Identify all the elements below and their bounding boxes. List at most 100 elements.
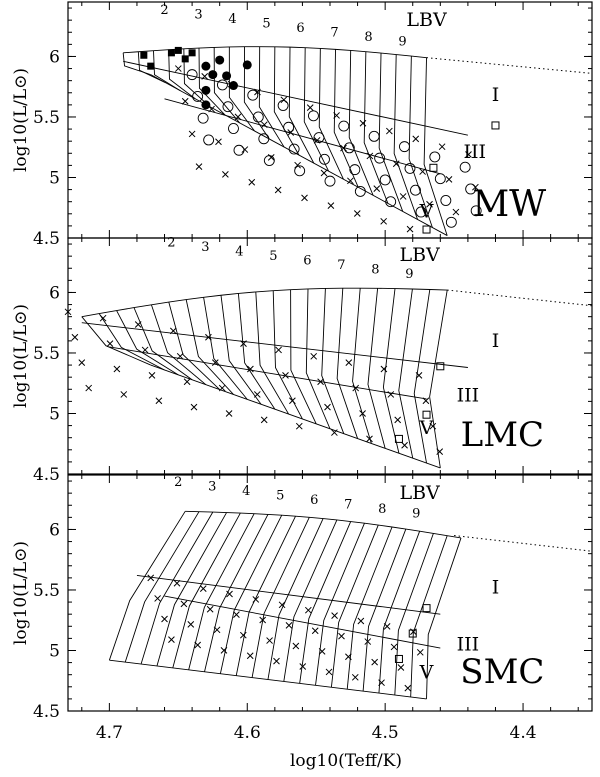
model-cross [226, 590, 233, 598]
spectral-type-track [363, 51, 389, 204]
spectral-type-track [346, 526, 393, 690]
model-cross [239, 631, 247, 639]
model-cross [371, 658, 379, 666]
model-cross [345, 359, 353, 367]
model-cross [218, 384, 226, 392]
lower-envelope [150, 74, 448, 236]
model-cross [390, 643, 398, 651]
open-square-marker [422, 410, 431, 419]
spectral-number-label: 2 [160, 3, 168, 18]
spectral-number-label: 8 [364, 30, 372, 45]
model-cross [345, 653, 352, 661]
model-open-circle [343, 142, 355, 154]
spectral-number-label: 9 [412, 506, 420, 521]
luminosity-class-label: V [419, 417, 434, 439]
spectral-number-label: 5 [269, 249, 277, 264]
luminosity-class-label: V [419, 200, 434, 222]
upper-envelope [185, 510, 462, 539]
model-cross [201, 73, 209, 80]
filled-square-marker [181, 55, 189, 63]
model-cross [154, 595, 161, 602]
model-cross [275, 346, 282, 354]
model-open-circle [192, 90, 204, 102]
dotted-extension [426, 57, 593, 74]
luminosity-class-label: I [492, 330, 500, 352]
model-cross [180, 600, 188, 608]
spectral-type-track [168, 301, 220, 390]
spectral-type-track [330, 524, 379, 688]
spectral-type-track [321, 288, 345, 434]
model-cross [333, 112, 340, 119]
spectral-number-label: 3 [208, 479, 216, 494]
x-tick-label: 4.6 [234, 723, 261, 743]
model-cross [187, 621, 195, 628]
x-tick-label: 4.5 [372, 723, 399, 743]
model-cross [364, 638, 372, 645]
model-cross [278, 601, 286, 609]
spectral-type-track [168, 49, 196, 100]
filled-circle-marker [242, 60, 252, 70]
spectral-number-label: 5 [276, 488, 284, 503]
x-axis: 4.7 4.6 4.5 4.4 [96, 723, 537, 743]
open-square-marker [491, 121, 500, 130]
model-cross [205, 333, 212, 341]
spectral-type-track [398, 288, 414, 459]
luminosity-class-label: III [457, 384, 480, 406]
model-cross [412, 135, 420, 143]
spectral-type-track [348, 50, 374, 196]
spectral-number-label: 8 [378, 502, 386, 517]
model-open-circle [368, 130, 380, 142]
spectral-type-track [378, 53, 404, 212]
model-open-circle [410, 184, 421, 196]
model-open-circle [415, 206, 427, 218]
model-cross [273, 657, 280, 665]
model-cross [225, 410, 233, 417]
model-cross [310, 352, 318, 360]
class-I-III-boundary [81, 322, 468, 368]
model-open-circle [354, 185, 366, 197]
spectral-type-track [362, 528, 407, 692]
luminosity-class-label: V [419, 661, 434, 683]
filled-square-marker [140, 51, 148, 59]
model-open-circle [459, 161, 471, 173]
model-cross [426, 200, 433, 208]
class-I-III-boundary [136, 575, 441, 615]
x-tick-label: 4.4 [510, 723, 537, 743]
model-cross [399, 193, 407, 200]
spectral-type-track [204, 514, 269, 672]
model-cross [141, 346, 149, 354]
spectral-type-track [116, 310, 179, 376]
model-cross [415, 372, 423, 379]
model-cross [168, 636, 175, 643]
model-open-circle [277, 100, 289, 111]
model-cross [397, 664, 405, 671]
spectral-type-track [288, 47, 315, 164]
filled-circle-marker [201, 100, 211, 110]
model-cross [301, 194, 308, 202]
model-cross [357, 617, 365, 625]
model-cross [366, 152, 374, 160]
filled-square-marker [188, 49, 196, 57]
model-cross [331, 612, 338, 619]
model-cross [222, 171, 229, 178]
panel-name-label: LMC [461, 415, 544, 455]
open-square-marker [408, 629, 417, 638]
model-cross [199, 585, 207, 593]
model-cross [347, 177, 354, 185]
y-tick-label: 5 [49, 641, 60, 661]
filled-circle-marker [201, 61, 211, 71]
spectral-number-label: 7 [344, 497, 352, 512]
model-open-circle [283, 121, 295, 133]
open-square-marker [422, 225, 431, 234]
spectral-type-track [267, 518, 324, 680]
spectral-type-track [251, 517, 310, 678]
spectral-type-track [258, 46, 285, 148]
spectral-type-track [108, 511, 186, 661]
model-open-circle [440, 195, 452, 206]
model-cross [220, 647, 228, 654]
spectral-type-track [393, 54, 418, 220]
model-cross [274, 186, 282, 194]
spectral-type-track [185, 299, 234, 395]
lbv-label: LBV [399, 482, 440, 504]
